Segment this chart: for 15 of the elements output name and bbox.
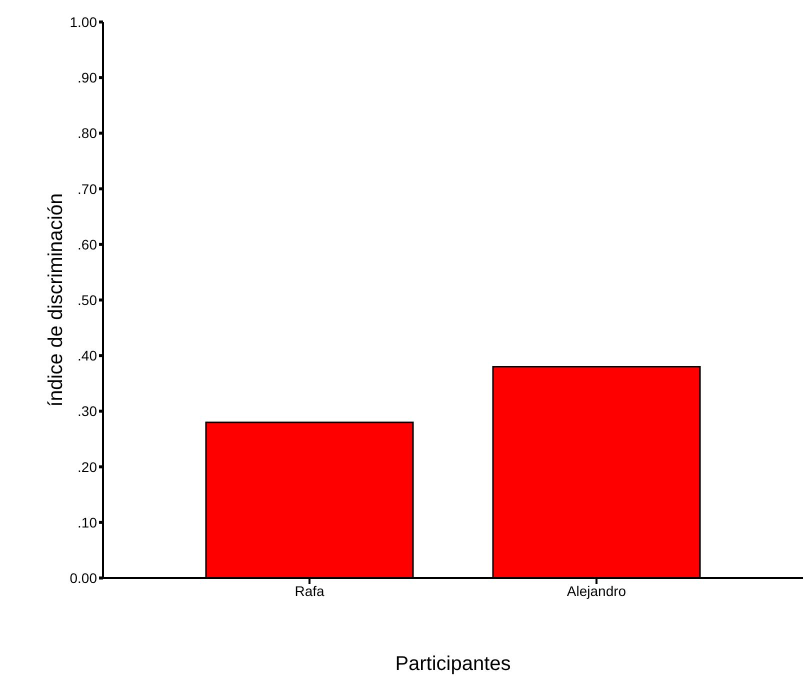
y-axis-title: índice de discriminación bbox=[45, 193, 68, 407]
y-tick-label: .40 bbox=[78, 348, 98, 364]
y-tick-label: 0.00 bbox=[70, 570, 98, 586]
y-tick-label: 1.00 bbox=[70, 14, 98, 30]
x-tick-label: Rafa bbox=[294, 582, 324, 599]
y-tick-label: .20 bbox=[78, 458, 98, 475]
y-tick-label: .10 bbox=[78, 514, 98, 530]
y-tick-label: .50 bbox=[78, 292, 98, 308]
x-axis-title: Participantes bbox=[395, 653, 511, 676]
x-tick-label: Alejandro bbox=[566, 582, 626, 599]
y-tick-label: .30 bbox=[78, 403, 98, 420]
y-tick-label: .60 bbox=[78, 236, 98, 252]
y-tick-label: .90 bbox=[78, 70, 98, 86]
y-tick-label: .70 bbox=[78, 180, 98, 197]
y-tick-label: .80 bbox=[78, 125, 98, 142]
